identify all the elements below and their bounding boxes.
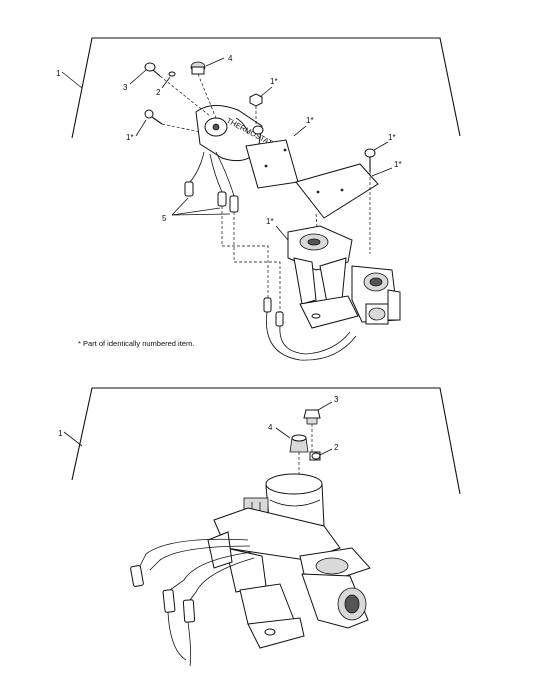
screw-left	[144, 109, 163, 125]
callout-4-lower: 4	[268, 423, 273, 432]
callout-1star-plate: 1*	[394, 160, 402, 169]
nut	[249, 93, 263, 107]
callout-1star-nut: 1*	[270, 77, 278, 86]
callout-3-upper: 3	[123, 83, 128, 92]
callout-1star-valve: 1*	[266, 217, 274, 226]
cord-plugs-lower	[130, 538, 255, 667]
valve-body	[287, 225, 401, 329]
knob-4-lower	[289, 434, 309, 453]
leads-5	[184, 151, 239, 213]
gasket-plate	[295, 163, 379, 219]
callout-1-frame-upper: 1	[56, 69, 61, 78]
lower-frame	[71, 387, 461, 495]
footnote: * Part of identically numbered item.	[78, 339, 194, 348]
upper-frame	[71, 37, 461, 139]
callout-2-upper: 2	[156, 88, 161, 97]
callout-1star-cover: 1*	[306, 116, 314, 125]
callout-1-frame-lower: 1	[58, 429, 63, 438]
cover	[245, 139, 299, 189]
upper-view: 1 3 2 4 1* 1*	[56, 37, 461, 361]
cord-plugs-upper	[263, 297, 357, 361]
washer-2	[168, 71, 176, 77]
callout-1star-screw-right: 1*	[388, 133, 396, 142]
callout-1star-screw-left: 1*	[126, 133, 134, 142]
screw-3	[144, 62, 161, 77]
lower-view: 1 3 4 2	[58, 387, 461, 667]
knob-4	[190, 61, 206, 75]
part-2-lower	[309, 451, 321, 461]
screw-right	[364, 148, 376, 172]
valve-body-assembled	[207, 507, 371, 649]
callout-2-lower: 2	[334, 443, 339, 452]
fitting-3	[303, 409, 321, 425]
callout-3-lower: 3	[334, 395, 339, 404]
callout-4-upper: 4	[228, 54, 233, 63]
callout-5-upper: 5	[162, 214, 167, 223]
